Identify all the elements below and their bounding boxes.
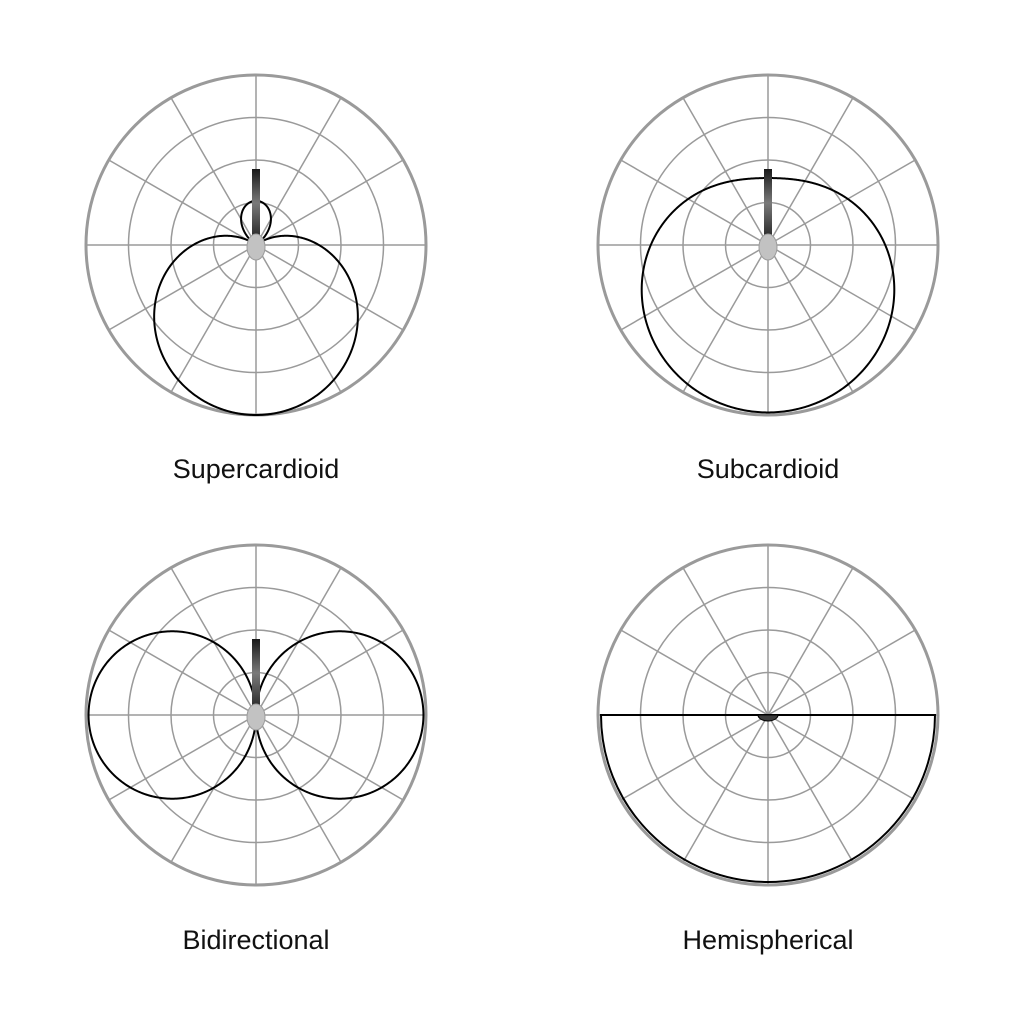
polar-panel-bidirectional: Bidirectional [0,507,512,1014]
polar-diagram [84,73,428,417]
mic-stem [764,169,772,237]
grid-ring [170,159,342,331]
mic-stem [252,639,260,707]
pattern-label: Hemispherical [682,925,854,955]
boundary-mic-body [757,714,779,722]
polar-panel-subcardioid: Subcardioid [512,0,1024,507]
polar-diagram [596,543,940,887]
pattern-label: Subcardioid [696,454,840,484]
side-address-mic-icon [758,169,778,261]
grid-ring [127,116,385,374]
grid-ring [639,116,897,374]
mic-capsule [246,233,266,261]
pattern-label: Bidirectional [182,925,330,955]
grid-outer-ring [84,543,428,887]
side-address-mic-icon [246,169,266,261]
grid-outer-ring [596,73,940,417]
polar-diagram [84,543,428,887]
side-address-mic-icon [246,639,266,731]
polar-grid [596,73,940,417]
mic-stem [252,169,260,237]
grid-ring [127,586,385,844]
grid-outer-ring [596,543,940,887]
polar-pattern-curve [640,177,896,414]
polar-pattern-curve [599,714,937,883]
boundary-mic-icon [757,714,779,722]
polar-diagram [596,73,940,417]
grid-ring [170,629,342,801]
mic-capsule [758,233,778,261]
polar-panel-supercardioid: Supercardioid [0,0,512,507]
pattern-label: Supercardioid [172,454,340,484]
grid-ring [682,159,854,331]
polar-grid [84,543,428,887]
mic-capsule [246,703,266,731]
polar-panel-hemispherical: Hemispherical [512,507,1024,1014]
